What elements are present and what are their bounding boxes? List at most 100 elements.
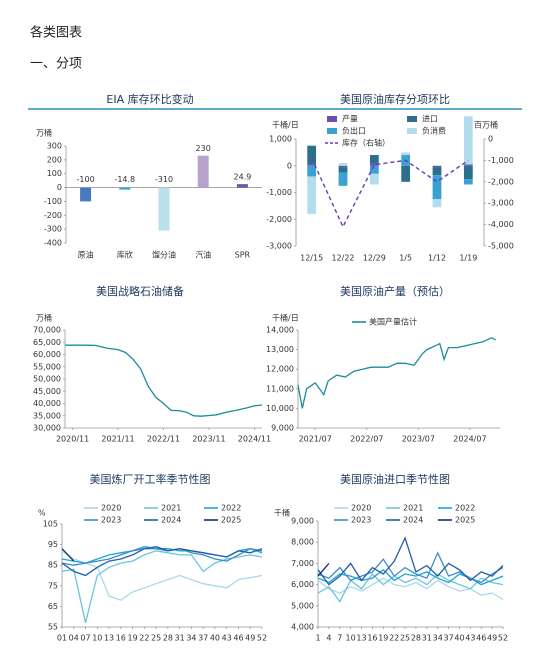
x-tick-label: 49 (487, 634, 497, 643)
line (61, 548, 263, 566)
line (61, 548, 75, 562)
x-tick-label: 2024/11 (238, 435, 271, 444)
legend-swatch (327, 116, 337, 122)
bar-segment (307, 176, 317, 214)
x-tick-label: 40 (210, 634, 220, 643)
line (317, 573, 504, 603)
legend-swatch (407, 116, 417, 122)
data-label: -310 (155, 175, 173, 184)
data-label: -14.8 (114, 175, 135, 184)
legend-label: 2022 (455, 504, 475, 513)
chart-title: 美国炼厂开工率季节性图 (90, 472, 211, 486)
axis-unit: 万桶 (36, 313, 52, 323)
legend-label: 进口 (422, 115, 438, 124)
y-tick-label: 65 (48, 602, 58, 611)
axis-unit: 百万桶 (474, 120, 498, 130)
x-tick-label: 46 (233, 634, 243, 643)
x-tick-label: 22 (139, 634, 149, 643)
legend-label: 2022 (221, 504, 241, 513)
axis-unit: 千桶/日 (272, 120, 299, 130)
bar-segment (338, 165, 348, 168)
x-tick-label: 52 (498, 634, 508, 643)
x-tick-label: 库欣 (117, 250, 133, 260)
y-tick-label: 14,000 (266, 326, 294, 335)
line (61, 550, 263, 624)
x-tick-label: 25 (400, 634, 410, 643)
legend-label: 2024 (403, 516, 423, 525)
chart-title: 美国原油进口季节性图 (340, 472, 450, 486)
x-tick-label: 13 (104, 634, 114, 643)
bar-segment (369, 155, 379, 164)
legend-label: 2025 (221, 516, 241, 525)
x-tick-label: 10 (346, 634, 356, 643)
bar-segment (307, 145, 317, 165)
y-tick-label: 75 (48, 581, 58, 590)
x-tick-label: 46 (476, 634, 486, 643)
axis-unit: 万桶 (36, 128, 52, 138)
y-tick-label: 4,000 (291, 623, 314, 632)
y-tick-label: -3,000 (266, 242, 292, 251)
bar-segment (338, 163, 348, 166)
data-label: -100 (77, 175, 95, 184)
x-tick-label: 04 (69, 634, 79, 643)
y2-tick-label: -1,000 (488, 156, 514, 165)
y-tick-label: -300 (44, 225, 62, 234)
x-tick-label: 34 (186, 634, 196, 643)
x-tick-label: 31 (422, 634, 432, 643)
y-tick-label: 9,000 (271, 424, 294, 433)
line (317, 551, 504, 584)
x-tick-label: 19 (127, 634, 137, 643)
line (65, 344, 263, 417)
y-tick-label: -2,000 (266, 215, 292, 224)
y-tick-label: 55 (48, 623, 58, 632)
y-tick-label: 60,000 (33, 350, 61, 359)
bar (197, 155, 209, 188)
x-tick-label: 12/15 (300, 254, 323, 263)
y-tick-label: -100 (44, 197, 62, 206)
x-tick-label: 2021/07 (299, 435, 332, 444)
x-tick-label: 原油 (78, 250, 94, 260)
x-tick-label: 2020/11 (56, 435, 89, 444)
bar-segment (369, 165, 379, 174)
x-tick-label: 1/5 (399, 254, 412, 263)
line (317, 562, 330, 577)
x-tick-label: 7 (337, 634, 342, 643)
legend-label: 美国产量估计 (369, 317, 417, 327)
line (311, 157, 469, 229)
y-tick-label: 85 (48, 561, 58, 570)
x-tick-label: 汽油 (195, 250, 211, 260)
line (297, 337, 496, 409)
y-tick-label: -1,000 (266, 188, 292, 197)
y-tick-label: 100 (47, 169, 62, 178)
legend-swatch (327, 128, 337, 134)
data-label: 230 (196, 144, 211, 153)
x-tick-label: 28 (411, 634, 421, 643)
x-tick-label: 52 (257, 634, 267, 643)
x-tick-label: 1 (315, 634, 320, 643)
bar (158, 187, 170, 231)
chart-title: 美国原油产量（预估） (340, 284, 450, 298)
y-tick-label: 65,000 (33, 338, 61, 347)
x-tick-label: 2023/11 (192, 435, 225, 444)
bar-segment (338, 172, 348, 186)
bar-segment (307, 165, 317, 177)
y-tick-label: -200 (44, 211, 62, 220)
x-tick-label: 31 (175, 634, 185, 643)
bar-segment (432, 175, 442, 200)
x-tick-label: 2022/07 (350, 435, 383, 444)
x-tick-label: SPR (235, 251, 251, 260)
x-tick-label: 43 (222, 634, 232, 643)
y-tick-label: 6,000 (291, 580, 314, 589)
y-tick-label: 105 (43, 520, 58, 529)
y2-tick-label: -2,000 (488, 177, 514, 186)
x-tick-label: 07 (80, 634, 90, 643)
x-tick-label: 12/29 (363, 254, 386, 263)
bar-segment (432, 165, 442, 168)
y-tick-label: 11,000 (266, 384, 294, 393)
legend-label: 2020 (101, 504, 121, 513)
legend-label: 负消费 (422, 126, 446, 136)
y-tick-label: 10,000 (266, 404, 294, 413)
x-tick-label: 1/12 (428, 254, 446, 263)
y-tick-label: 35,000 (33, 411, 61, 420)
page-title: 各类图表 (30, 25, 82, 41)
